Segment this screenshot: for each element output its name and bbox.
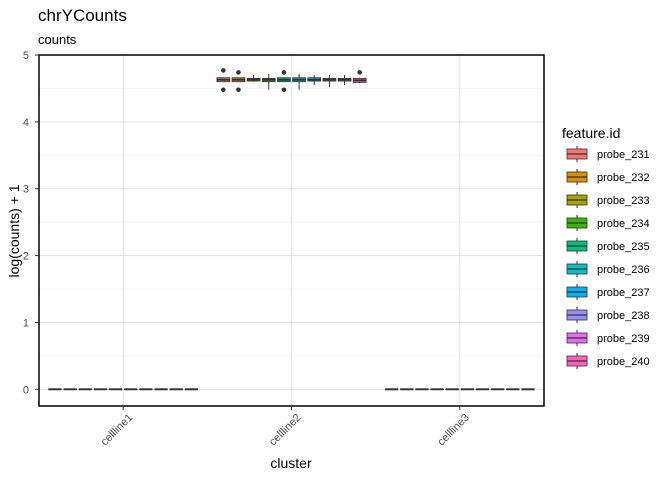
box-probe_232-cellline2: [231, 70, 246, 93]
legend-label: probe_240: [597, 356, 650, 368]
legend-title: feature.id: [562, 125, 620, 141]
legend-item-probe_233: probe_233: [566, 192, 650, 208]
legend-item-probe_235: probe_235: [566, 238, 650, 254]
box-probe_240-cellline2: [352, 70, 367, 84]
legend-label: probe_237: [597, 287, 650, 299]
box-probe_237-cellline2: [307, 75, 322, 86]
box-probe_236-cellline2: [292, 73, 306, 90]
outlier-point: [281, 70, 287, 75]
box-probe_233-cellline2: [246, 75, 261, 82]
legend-label: probe_231: [597, 149, 650, 161]
legend-item-probe_240: probe_240: [566, 353, 650, 369]
x-tick-label: cellline2: [267, 412, 304, 449]
x-tick-label: cellline3: [435, 412, 472, 449]
legend-item-probe_238: probe_238: [566, 307, 650, 323]
chart-title: chrYCounts: [38, 6, 127, 25]
legend-label: probe_235: [597, 241, 650, 253]
legend-item-probe_239: probe_239: [566, 330, 650, 346]
legend-item-probe_231: probe_231: [566, 146, 650, 162]
outlier-point: [221, 87, 226, 93]
chart-subtitle: counts: [38, 32, 77, 47]
legend-label: probe_232: [597, 172, 650, 184]
legend-item-probe_234: probe_234: [566, 215, 650, 231]
legend-label: probe_233: [597, 195, 650, 207]
legend: feature.id probe_231 probe_232 probe_233pro…: [562, 125, 650, 369]
y-tick-label: 0: [23, 384, 29, 396]
legend-item-probe_232: probe_232: [566, 169, 650, 185]
legend-label: probe_236: [597, 264, 650, 276]
x-axis-label: cluster: [270, 455, 312, 471]
legend-label: probe_234: [597, 218, 650, 230]
y-tick-label: 3: [23, 184, 29, 196]
box-marks: [48, 68, 535, 391]
y-axis-label: log(counts) + 1: [6, 184, 22, 277]
box-probe_238-cellline2: [322, 75, 337, 88]
outlier-point: [221, 68, 226, 73]
box-probe_231-cellline2: [216, 68, 231, 93]
grid-lines: [39, 54, 544, 406]
y-tick-label: 2: [23, 251, 29, 263]
y-tick-label: 5: [23, 50, 29, 62]
outlier-point: [236, 87, 241, 93]
outlier-point: [357, 70, 362, 75]
outlier-point: [236, 70, 241, 75]
box-probe_235-cellline2: [277, 70, 291, 93]
legend-label: probe_239: [597, 333, 650, 345]
y-tick-label: 4: [23, 117, 29, 129]
x-tick-label: cellline1: [99, 412, 136, 449]
box-probe_239-cellline2: [337, 75, 352, 86]
legend-item-probe_236: probe_236: [566, 261, 650, 277]
legend-label: probe_238: [597, 310, 650, 322]
outlier-point: [281, 87, 287, 93]
legend-item-probe_237: probe_237: [566, 284, 650, 300]
box-probe_234-cellline2: [261, 73, 276, 90]
y-tick-label: 1: [23, 317, 29, 329]
